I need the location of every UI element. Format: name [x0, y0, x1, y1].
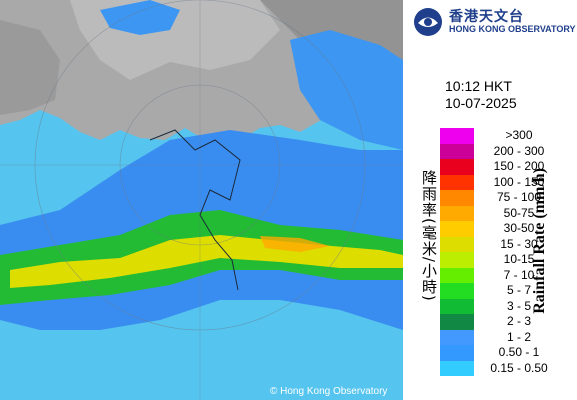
legend-label: 100 - 150: [493, 174, 545, 189]
legend-label: 75 - 100: [496, 190, 542, 204]
legend-label: 0.50 - 1: [498, 345, 540, 359]
legend-swatches: [440, 128, 474, 376]
logo-english: HONG KONG OBSERVATORY: [449, 24, 576, 34]
legend-swatch: [440, 221, 474, 237]
rain-light-northwest: [100, 0, 180, 35]
copyright-text: © Hong Kong Observatory: [270, 386, 387, 397]
legend-title-chinese: 降雨率(毫米/小時): [420, 170, 438, 302]
legend-swatch: [440, 143, 474, 159]
legend-swatch: [440, 174, 474, 190]
legend-label: 3 - 5: [506, 298, 531, 313]
logo-chinese: 香港天文台: [449, 9, 524, 25]
legend-swatch: [440, 283, 474, 299]
legend-swatch: [440, 314, 474, 330]
observation-time: 10:12 HKT: [445, 78, 512, 94]
legend-label: 2 - 3: [506, 314, 531, 328]
legend-label: 30-50: [503, 221, 535, 235]
observation-date: 10-07-2025: [445, 95, 517, 111]
legend-swatch: [440, 190, 474, 206]
rain-light-north: [290, 30, 403, 150]
legend-swatch: [440, 159, 474, 175]
legend-label: 10-15: [503, 252, 535, 266]
legend-label: 1 - 2: [506, 329, 531, 344]
rain-heavy-spot: [260, 236, 330, 252]
legend-swatch: [440, 252, 474, 268]
legend-title-english: Rainfall Rate (mm/h): [531, 168, 548, 314]
legend-swatch: [440, 329, 474, 345]
legend-swatch: [440, 345, 474, 361]
coastline: [149, 129, 241, 291]
land-west: [0, 20, 60, 115]
legend-swatch: [440, 298, 474, 314]
legend-label: 7 - 10: [503, 267, 535, 282]
legend-label: 5 - 7: [506, 283, 531, 297]
legend-swatch: [440, 360, 474, 376]
radar-map: © Hong Kong Observatory: [0, 0, 403, 400]
legend-swatch: [440, 205, 474, 221]
legend-label: 150 - 200: [493, 159, 545, 173]
legend-label: 0.15 - 0.50: [490, 360, 548, 375]
info-panel: 香港天文台 HONG KONG OBSERVATORY 10:12 HKT 10…: [403, 0, 577, 400]
observatory-logo-icon: [414, 8, 442, 36]
legend-labels: >300 200 - 300 150 - 200 100 - 150 75 - …: [479, 128, 559, 376]
legend-swatch: [440, 267, 474, 283]
legend-label: >300: [505, 128, 533, 142]
legend-swatch: [440, 236, 474, 252]
legend-label: 50-75: [503, 205, 535, 220]
legend-label: 200 - 300: [493, 143, 545, 158]
legend-swatch: [440, 128, 474, 144]
legend-label: 15 - 30: [500, 236, 538, 251]
